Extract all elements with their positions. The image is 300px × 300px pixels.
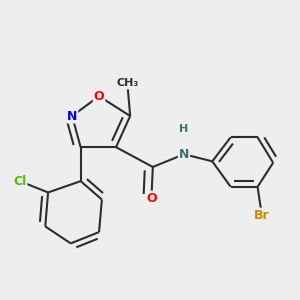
Text: Cl: Cl — [13, 175, 26, 188]
Text: O: O — [146, 192, 157, 205]
Text: H: H — [179, 124, 189, 134]
Text: Br: Br — [254, 208, 270, 222]
Text: N: N — [179, 148, 189, 161]
Text: N: N — [67, 110, 77, 122]
Text: O: O — [94, 90, 104, 103]
Text: CH₃: CH₃ — [116, 79, 139, 88]
